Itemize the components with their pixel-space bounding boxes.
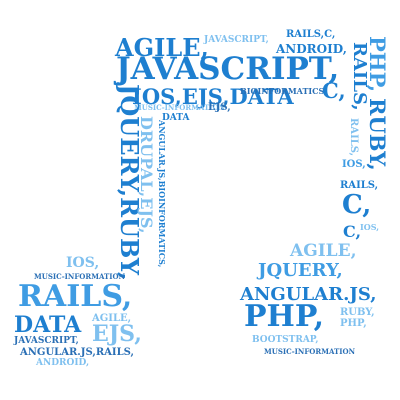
- word-music-information-left: MUSIC-INFORMATION: [34, 272, 125, 281]
- word-rails-small-right: RAILS,: [348, 118, 359, 157]
- word-rails-right-2: RAILS,: [340, 180, 379, 191]
- word-agile-right: AGILE,: [290, 241, 357, 261]
- word-ruby-small: RUBY,: [340, 307, 375, 318]
- word-ejs-small: EJS,: [208, 102, 231, 113]
- word-angular-bioinformatics-vertical: ANGULAR.JS,BIOINFORMATICS,: [157, 120, 167, 268]
- word-jquery-right: JQUERY,: [258, 260, 343, 281]
- word-ios-right: IOS,: [342, 159, 366, 170]
- word-rails-c: RAILS,C,: [286, 29, 336, 40]
- word-drupal-ejs-vertical: DRUPAL,EJS,: [137, 116, 156, 234]
- word-ejs-left: EJS,: [92, 321, 142, 347]
- word-javascript-big: JAVASCRIPT,: [116, 51, 340, 87]
- word-agile-left: AGILE,: [92, 313, 132, 324]
- word-ios-tiny: IOS,: [360, 222, 379, 232]
- word-php-vertical: PHP,: [365, 36, 390, 93]
- word-ruby-vertical: RUBY,: [365, 98, 390, 171]
- word-php-big: PHP,: [244, 299, 325, 334]
- word-angular-js-bottom: ANGULAR.JS,: [240, 284, 377, 305]
- word-data-small: DATA: [162, 113, 190, 123]
- word-bioinformatics: BIOINFORMATICS,: [240, 86, 327, 96]
- word-c-big: C,: [342, 190, 372, 220]
- word-c-mid: C,: [322, 78, 346, 103]
- word-bootstrap: BOOTSTRAP,: [252, 335, 319, 345]
- word-music-information-bottom: MUSIC-INFORMATION: [264, 347, 355, 356]
- word-ios-ejs-data: IOS,EJS,DATA: [132, 84, 294, 109]
- word-c-small-right: C,: [343, 222, 362, 241]
- word-android-left: ANDROID,: [36, 358, 90, 368]
- word-data-left: DATA: [14, 312, 82, 338]
- word-music-information-top: MUSIC-INFORMATION: [134, 103, 225, 112]
- word-javascript-small: JAVASCRIPT,: [204, 35, 269, 45]
- word-rails-big-left: RAILS,: [18, 279, 133, 314]
- word-ios-left: IOS,: [66, 255, 100, 271]
- word-angular-rails-left: ANGULAR.JS,RAILS,: [20, 347, 134, 358]
- word-android-top: ANDROID,: [276, 42, 347, 56]
- word-agile: AGILE,: [115, 33, 209, 62]
- word-php-small: PHP,: [340, 318, 367, 329]
- word-javascript-left: JAVASCRIPT,: [14, 336, 79, 346]
